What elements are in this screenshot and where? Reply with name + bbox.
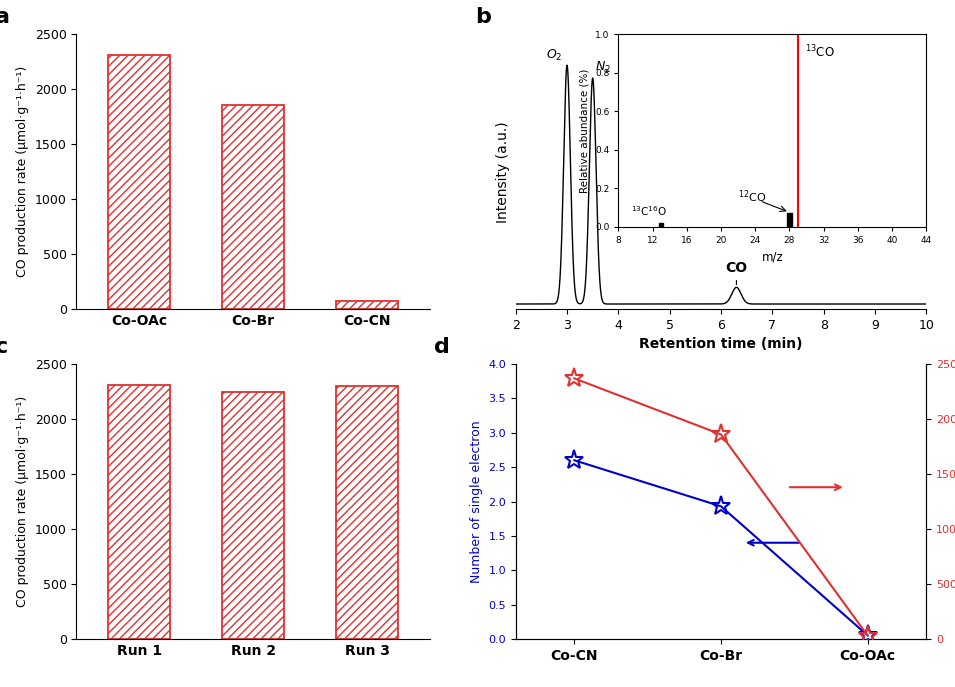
Text: c: c: [0, 337, 9, 357]
X-axis label: Retention time (min): Retention time (min): [639, 337, 803, 352]
Text: a: a: [0, 8, 11, 27]
Text: CO: CO: [726, 261, 748, 284]
Bar: [222, 104, 285, 309]
Text: $O_2$: $O_2$: [546, 47, 562, 63]
Bar: [336, 302, 398, 309]
Bar: [222, 392, 285, 639]
Text: $N_2$: $N_2$: [595, 60, 611, 76]
Y-axis label: Number of single electron: Number of single electron: [470, 420, 482, 583]
Y-axis label: CO production rate (μmol·g⁻¹·h⁻¹): CO production rate (μmol·g⁻¹·h⁻¹): [16, 66, 30, 278]
Bar: [108, 385, 170, 639]
Bar: [336, 386, 398, 639]
Text: d: d: [434, 337, 450, 357]
Y-axis label: Intensity (a.u.): Intensity (a.u.): [497, 121, 510, 223]
Text: b: b: [475, 8, 491, 27]
Y-axis label: CO production rate (μmol·g⁻¹·h⁻¹): CO production rate (μmol·g⁻¹·h⁻¹): [16, 396, 30, 607]
Bar: [108, 55, 170, 309]
